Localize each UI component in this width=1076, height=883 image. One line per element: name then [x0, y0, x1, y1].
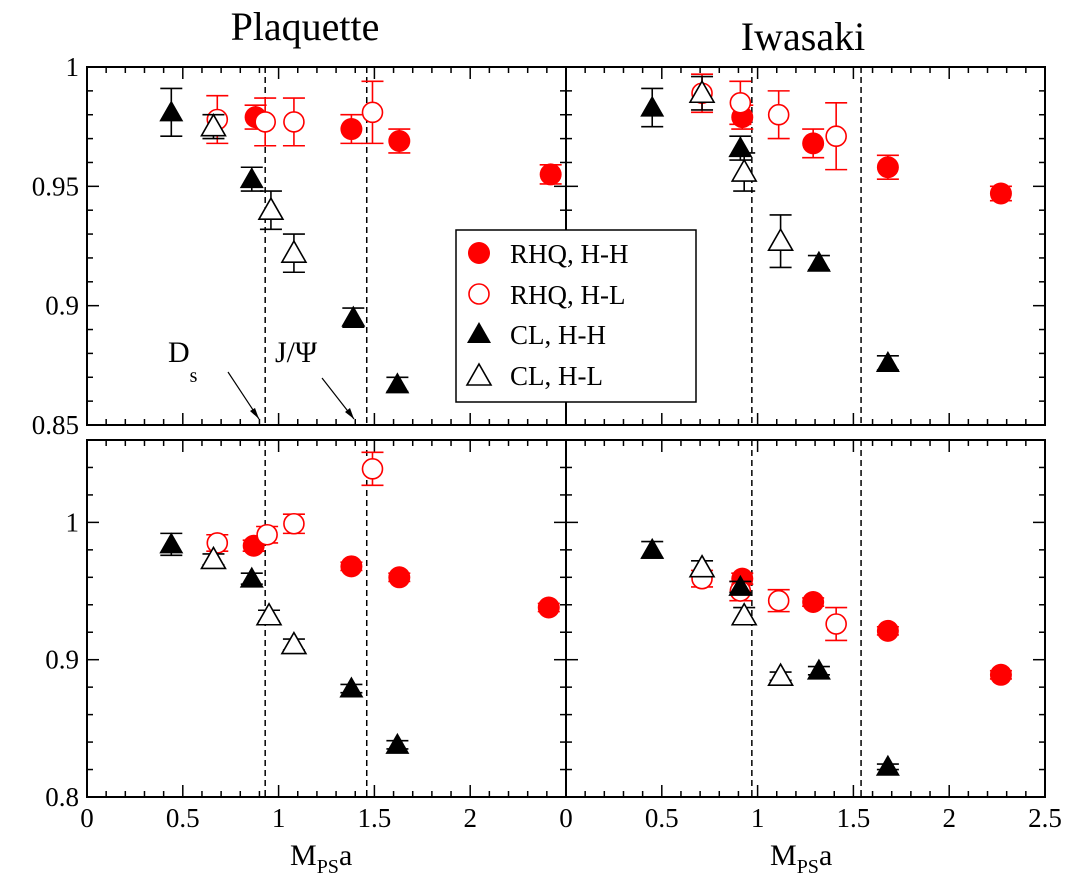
rhq-hl-point — [826, 126, 846, 146]
rhq-hl-point — [284, 514, 304, 534]
rhq-hl-point — [257, 525, 277, 545]
y-tick-label: 0.85 — [32, 410, 79, 440]
x-tick-label: 1 — [272, 803, 286, 833]
xlabel-right-tail: a — [819, 839, 832, 872]
x-tick-label: 2.5 — [1028, 803, 1062, 833]
y-tick-label: 0.9 — [45, 645, 79, 675]
xlabel-left-sub: PS — [317, 856, 339, 878]
ds-label-main: D — [168, 336, 190, 369]
rhq-hl-point — [769, 105, 789, 125]
rhq-hl-point — [207, 533, 227, 553]
x-tick-label: 1 — [751, 803, 765, 833]
x-tick-label: 2 — [942, 803, 956, 833]
xlabel-right-sub: PS — [797, 856, 819, 878]
rhq-hh-point — [802, 132, 824, 154]
y-tick-label: 0.9 — [45, 291, 79, 321]
rhq-hl-point — [284, 112, 304, 132]
x-tick-label: 2 — [463, 803, 477, 833]
xlabel-left-main: M — [290, 839, 317, 872]
legend-label-rhq-hh: RHQ, H-H — [510, 239, 629, 269]
x-tick-label: 1.5 — [358, 803, 392, 833]
rhq-hl-point — [769, 591, 789, 611]
legend: RHQ, H-H RHQ, H-L CL, H-H CL, H-L — [456, 230, 696, 402]
rhq-hh-point — [388, 566, 410, 588]
rhq-hl-point — [362, 102, 382, 122]
rhq-hh-point — [877, 620, 899, 642]
ds-label-sub: s — [190, 365, 198, 387]
y-tick-label: 1 — [66, 507, 80, 537]
rhq-hh-point — [388, 130, 410, 152]
rhq-hl-point — [362, 459, 382, 479]
x-tick-label: 0.5 — [166, 803, 200, 833]
rhq-hl-point — [826, 614, 846, 634]
y-tick-label: 0.8 — [45, 782, 79, 812]
rhq-hl-point — [730, 93, 750, 113]
xlabel-right-main: M — [770, 839, 797, 872]
legend-marker-rhq-hh — [468, 242, 490, 264]
legend-label-cl-hl: CL, H-L — [510, 361, 603, 391]
x-tick-label: 1.5 — [837, 803, 871, 833]
jpsi-label: J/Ψ — [275, 336, 318, 369]
rhq-hh-point — [802, 591, 824, 613]
rhq-hh-point — [340, 555, 362, 577]
x-tick-label: 0.5 — [645, 803, 679, 833]
rhq-hh-point — [990, 182, 1012, 204]
rhq-hh-point — [540, 163, 562, 185]
rhq-hh-point — [990, 664, 1012, 686]
rhq-hh-point — [340, 118, 362, 140]
y-tick-label: 1 — [66, 52, 80, 82]
legend-label-rhq-hl: RHQ, H-L — [510, 280, 626, 310]
title-iwasaki: Iwasaki — [741, 14, 865, 59]
title-plaquette: Plaquette — [231, 4, 380, 49]
xlabel-left-tail: a — [339, 839, 352, 872]
rhq-hh-point — [538, 597, 560, 619]
x-tick-label: 0 — [559, 803, 573, 833]
x-tick-label: 0 — [80, 803, 94, 833]
y-tick-label: 0.95 — [32, 171, 79, 201]
legend-label-cl-hh: CL, H-H — [510, 320, 606, 350]
rhq-hh-point — [877, 156, 899, 178]
rhq-hl-point — [255, 112, 275, 132]
